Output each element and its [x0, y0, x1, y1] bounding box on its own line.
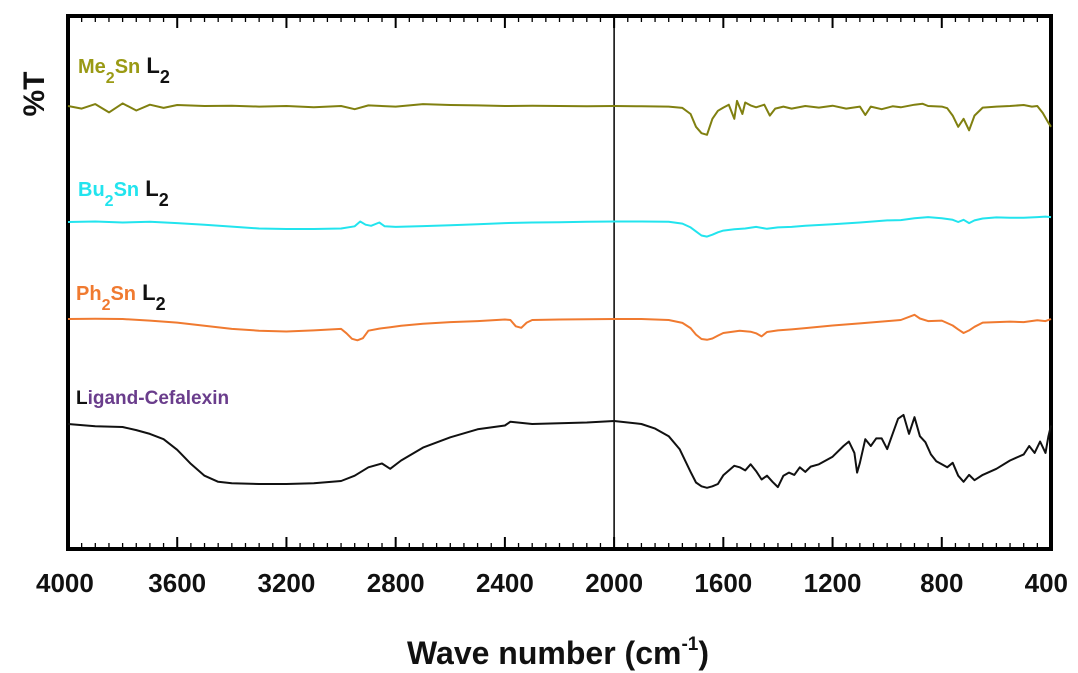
- x-tick-label: 1600: [694, 568, 752, 598]
- x-tick-label: 3200: [258, 568, 316, 598]
- x-axis-title: Wave number (cm-1): [407, 634, 709, 671]
- series-labels: Me2Sn L2 Bu2Sn L2 Ph2Sn L2 Ligand-Cefalexin: [76, 53, 229, 409]
- x-tick-label: 4000: [36, 568, 94, 598]
- x-axis-title-close: ): [698, 635, 709, 671]
- series-label-4: Ligand-Cefalexin: [76, 388, 229, 409]
- x-tick-label: 400: [1025, 568, 1068, 598]
- series-label-2: Bu2Sn L2: [78, 176, 169, 210]
- x-tick-label: 1200: [804, 568, 862, 598]
- series-line-3: [67, 313, 1052, 342]
- series-label-1: Me2Sn L2: [78, 53, 170, 87]
- x-tick-label: 2000: [585, 568, 643, 598]
- x-axis-title-superscript: -1: [681, 634, 698, 655]
- x-tick-label: 800: [920, 568, 963, 598]
- x-axis-title-main: Wave number (cm: [407, 635, 681, 671]
- x-tick-label: 2800: [367, 568, 425, 598]
- x-axis-ticks: [67, 16, 1052, 549]
- x-tick-label: 2400: [476, 568, 534, 598]
- series-label-3: Ph2Sn L2: [76, 280, 166, 314]
- series-line-4: [67, 413, 1052, 489]
- series-lines: [67, 99, 1052, 489]
- series-line-2: [67, 215, 1052, 238]
- plot-frame: [66, 14, 1053, 551]
- x-tick-label: 3600: [148, 568, 206, 598]
- x-axis-tick-labels: 4000 3600 3200 2800 2400 2000 1600 1200 800 400: [36, 568, 1068, 598]
- series-line-1: [67, 99, 1052, 136]
- y-axis-title: %T: [18, 72, 51, 117]
